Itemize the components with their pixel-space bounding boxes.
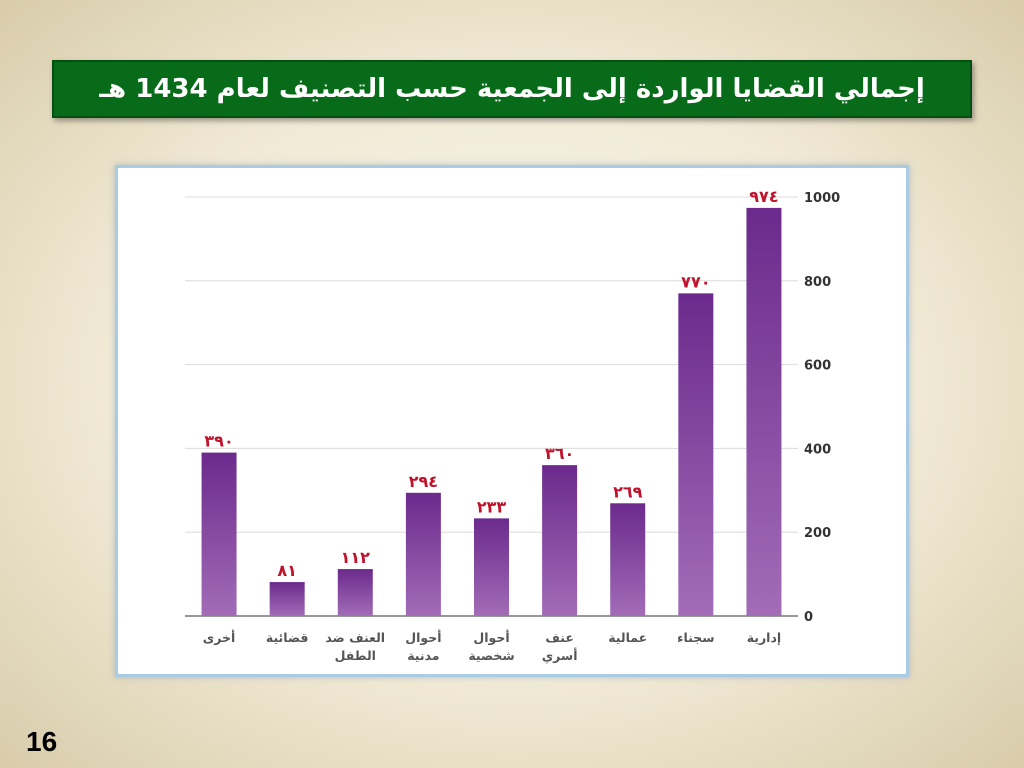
y-tick-label: 600 <box>804 359 831 374</box>
y-tick-label: 200 <box>804 526 831 541</box>
y-tick-label: 1000 <box>804 191 840 206</box>
bar <box>405 492 441 616</box>
value-label: ٩٧٤ <box>749 187 778 206</box>
chart-frame: 0 200 400 600 800 1000 ٩٧٤ ٧٧٠ ٢٦٩ ٣٦٠ ٢٣٣ ٢٩٤ ١١٢ ٨… <box>115 165 909 677</box>
y-tick-label: 400 <box>804 442 831 457</box>
bar <box>337 569 373 616</box>
category-label: قضائية <box>266 630 309 645</box>
bar <box>269 582 305 616</box>
y-tick-label: 800 <box>804 275 831 290</box>
value-label: ١١٢ <box>341 548 371 567</box>
bars <box>201 207 782 617</box>
y-tick-label: 0 <box>804 610 813 625</box>
value-label: ٣٦٠ <box>545 444 574 463</box>
value-label: ٧٧٠ <box>681 272 710 291</box>
bar <box>610 503 646 616</box>
category-labels: إدارية سجناء عمالية عنف أسري أحوال شخصية أحوال م… <box>203 629 781 663</box>
page-number: 16 <box>26 726 58 757</box>
category-label: العنف ضد الطفل <box>325 630 385 663</box>
value-label: ٨١ <box>277 561 297 580</box>
category-label: سجناء <box>677 630 715 645</box>
category-label: أخرى <box>203 629 236 645</box>
bar-chart: 0 200 400 600 800 1000 ٩٧٤ ٧٧٠ ٢٦٩ ٣٦٠ ٢٣٣ ٢٩٤ ١١٢ ٨… <box>185 187 840 663</box>
category-label: إدارية <box>747 630 781 645</box>
bar <box>474 518 509 616</box>
value-label: ٢٩٤ <box>409 472 438 491</box>
bar <box>678 293 714 616</box>
value-label: ٣٩٠ <box>204 432 233 451</box>
bar <box>542 465 578 616</box>
category-label: عمالية <box>608 630 647 645</box>
value-labels: ٩٧٤ ٧٧٠ ٢٦٩ ٣٦٠ ٢٣٣ ٢٩٤ ١١٢ ٨١ ٣٩٠ <box>204 187 778 580</box>
value-label: ٢٣٣ <box>477 497 507 516</box>
category-label: عنف أسري <box>542 630 578 663</box>
y-axis-ticks: 0 200 400 600 800 1000 <box>804 191 840 625</box>
slide-title: إجمالي القضايا الواردة إلى الجمعية حسب ا… <box>52 60 972 118</box>
category-label: أحوال مدنية <box>405 629 441 663</box>
category-label: أحوال شخصية <box>468 629 514 663</box>
bar <box>746 207 782 617</box>
bar <box>201 452 237 616</box>
value-label: ٢٦٩ <box>613 482 643 501</box>
